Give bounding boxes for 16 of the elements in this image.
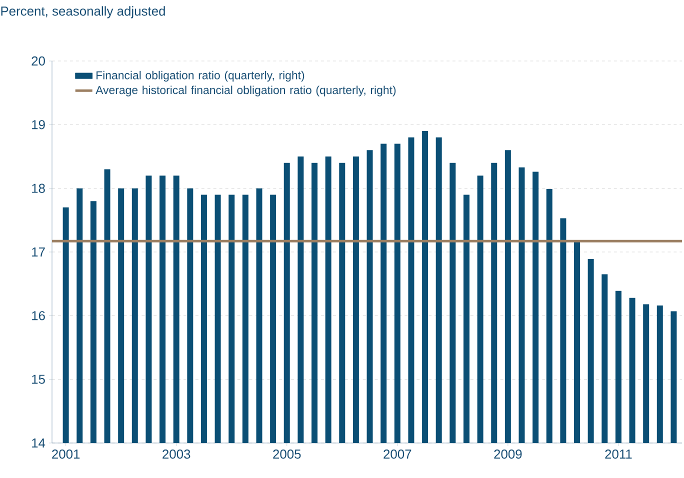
y-tick-label: 20 — [32, 56, 45, 66]
legend-label: Average historical financial obligation ratio (quarterly, right) — [96, 86, 396, 96]
y-tick-label: 17 — [32, 248, 45, 256]
x-tick-label: 2007 — [384, 450, 412, 459]
y-tick-label: 16 — [32, 311, 45, 320]
y-tick-label: 19 — [32, 120, 45, 130]
y-tick-label: 14 — [32, 438, 46, 448]
x-tick-label: 2003 — [162, 450, 190, 459]
y-tick-label: 18 — [32, 184, 45, 193]
legend-label: Financial obligation ratio (quarterly, right) — [96, 70, 304, 82]
x-tick-label: 2009 — [494, 450, 522, 459]
y-tick-label: 15 — [32, 374, 45, 384]
x-tick-label: 2005 — [273, 450, 301, 459]
x-tick-label: 2011 — [605, 450, 632, 459]
y-axis-title: Percent, seasonally adjusted — [1, 6, 165, 18]
x-tick-label: 2001 — [52, 450, 80, 459]
